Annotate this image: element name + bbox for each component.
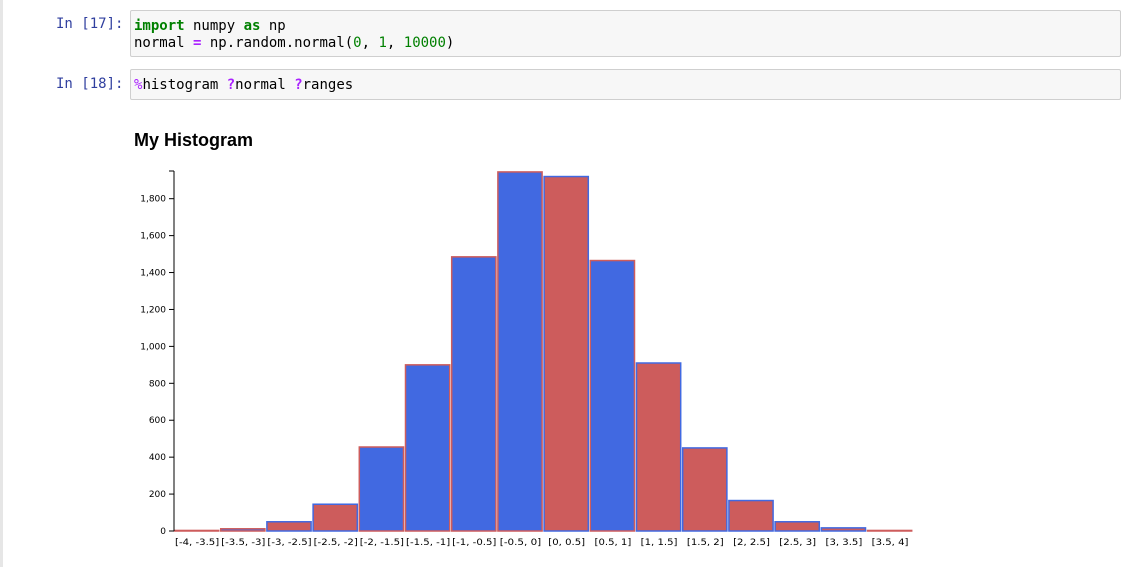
y-tick-label: 600 [149, 416, 166, 426]
x-tick-label: [0.5, 1] [595, 538, 632, 548]
cell-17-input[interactable]: import numpy as np normal = np.random.no… [130, 10, 1121, 57]
x-tick-label: [-1.5, -1] [406, 538, 450, 548]
histogram-bar [866, 529, 913, 532]
code-token: normal [235, 77, 295, 93]
histogram-bar [219, 528, 266, 532]
histogram-bar [450, 256, 497, 532]
code-token: np [260, 18, 286, 34]
x-tick-label: [-2, -1.5] [360, 538, 404, 548]
code-token: 10000 [403, 35, 446, 51]
x-tick-label: [-2.5, -2] [314, 538, 358, 548]
histogram-bar [635, 362, 682, 532]
histogram-bar [543, 175, 590, 532]
x-tick-label: [0, 0.5] [548, 538, 585, 548]
y-tick-label: 1,400 [140, 269, 166, 279]
code-token: , [361, 35, 379, 51]
histogram-bar [312, 503, 359, 532]
x-tick-label: [-4, -3.5] [175, 538, 219, 548]
y-tick-label: 1,200 [140, 305, 166, 315]
histogram-bar [266, 521, 312, 532]
histogram-bar [404, 364, 451, 532]
code-token: = [193, 35, 202, 51]
code-token: , [386, 35, 404, 51]
code-token: ? [294, 77, 303, 93]
histogram-bar [497, 171, 543, 532]
histogram-bar [358, 446, 405, 532]
y-tick-label: 400 [149, 453, 166, 463]
code-token: numpy [184, 18, 244, 34]
code-token: ? [226, 77, 236, 93]
x-tick-label: [2.5, 3] [779, 538, 816, 548]
code-token: import [134, 18, 185, 34]
code-token: ) [445, 35, 455, 51]
notebook-left-rail [0, 0, 3, 567]
histogram-bar [589, 259, 636, 532]
code-token: ranges [302, 77, 354, 93]
x-tick-label: [3.5, 4] [872, 538, 909, 548]
code-token: 1 [378, 35, 387, 51]
cell-18-input[interactable]: %histogram ?normal ?ranges [130, 69, 1121, 100]
cell-17-prompt: In [17]: [56, 16, 124, 32]
x-tick-label: [1.5, 2] [687, 538, 724, 548]
y-tick-label: 1,000 [140, 342, 166, 352]
y-tick-label: 1,600 [140, 232, 166, 242]
code-token: np.random.normal( [201, 35, 354, 51]
histogram-bar [681, 447, 728, 532]
code-token: histogram [142, 77, 227, 93]
y-tick-label: 0 [160, 527, 166, 537]
histogram-bars [173, 171, 913, 532]
x-tick-label: [-0.5, 0] [500, 538, 541, 548]
code-line: %histogram ?normal ?ranges [134, 77, 1117, 94]
code-token: as [243, 18, 261, 34]
x-tick-label: [-1, -0.5] [452, 538, 496, 548]
code-line: import numpy as np [134, 18, 1117, 35]
chart-title: My Histogram [134, 130, 254, 150]
code-token: 0 [353, 35, 362, 51]
y-axis: 0 200 400 600 800 1,000 1,200 1,400 1,600 1,800 [140, 170, 175, 537]
x-tick-label: [3, 3.5] [826, 538, 863, 548]
histogram-bar [173, 529, 220, 532]
code-line: normal = np.random.normal(0, 1, 10000) [134, 35, 1117, 52]
x-tick-label: [2, 2.5] [733, 538, 770, 548]
x-axis: [-4, -3.5] [-3.5, -3] [-3, -2.5] [-2.5, -2]… [175, 538, 908, 548]
code-token: % [134, 77, 143, 93]
histogram-bar [774, 521, 821, 532]
x-tick-label: [-3, -2.5] [267, 538, 311, 548]
code-token: normal [134, 35, 194, 51]
x-tick-label: [1, 1.5] [641, 538, 678, 548]
y-tick-label: 1,800 [140, 195, 166, 205]
histogram-bar [820, 527, 867, 532]
y-tick-label: 200 [149, 490, 166, 500]
y-tick-label: 800 [149, 379, 166, 389]
x-tick-label: [-3.5, -3] [221, 538, 265, 548]
histogram-bar [728, 499, 774, 532]
cell-18-prompt: In [18]: [56, 76, 124, 92]
